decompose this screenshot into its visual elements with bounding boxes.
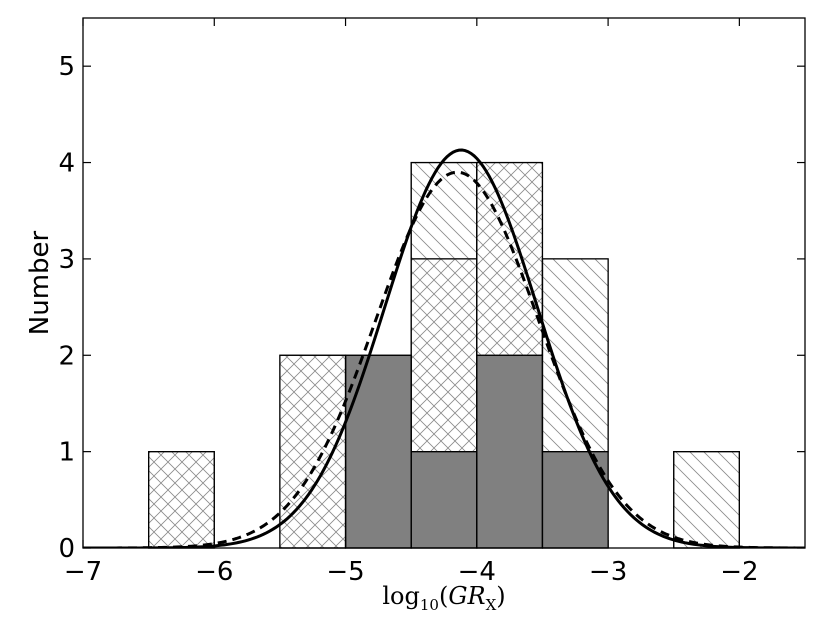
- x-tick-label: −3: [589, 557, 627, 587]
- plot-frame: [82, 17, 806, 549]
- diagonal-hatch-bar-segment: [410, 161, 478, 260]
- crosshatch-bar-segment: [279, 354, 347, 549]
- solid-gray-bar-segment: [344, 354, 412, 549]
- y-tick-label: 0: [58, 534, 75, 564]
- solid-fit-curve: [83, 148, 805, 548]
- y-tick-label: 3: [58, 245, 75, 275]
- y-tick-label: 5: [58, 52, 75, 82]
- x-axis-label: log10(GRX): [382, 582, 505, 614]
- diagonal-hatch-bar-segment: [673, 451, 740, 549]
- x-tick-label: −7: [64, 557, 102, 587]
- x-tick-label: −2: [720, 557, 758, 587]
- y-axis-label: Number: [25, 230, 55, 335]
- x-tick-label: −4: [458, 557, 496, 587]
- dashed-fit-curve: [83, 170, 805, 548]
- x-label-open-paren: (: [439, 582, 448, 610]
- x-label-base-subscript: 10: [420, 596, 439, 614]
- y-tick-label: 4: [58, 149, 75, 179]
- x-label-close-paren: ): [496, 582, 505, 610]
- crosshatch-bar-segment: [148, 451, 215, 549]
- solid-gray-bar-segment: [476, 354, 544, 549]
- x-label-log: log: [382, 582, 420, 610]
- ticks-layer: −7 −6 −5 −4 −3 −2 0 1 2 3 4 5: [58, 18, 805, 587]
- x-label-gr: GR: [448, 582, 485, 610]
- curves-layer: [83, 148, 805, 548]
- x-tick-label: −6: [195, 557, 233, 587]
- crosshatch-bar-segment: [410, 258, 478, 453]
- solid-gray-bar-segment: [541, 451, 609, 549]
- y-tick-label: 2: [58, 341, 75, 371]
- x-tick-label: −5: [326, 557, 364, 587]
- y-tick-label: 1: [58, 438, 75, 468]
- solid-gray-bar-segment: [410, 451, 478, 549]
- crosshatch-bar-segment: [476, 161, 544, 356]
- bars-layer: [148, 161, 740, 549]
- x-label-x-subscript: X: [486, 596, 497, 614]
